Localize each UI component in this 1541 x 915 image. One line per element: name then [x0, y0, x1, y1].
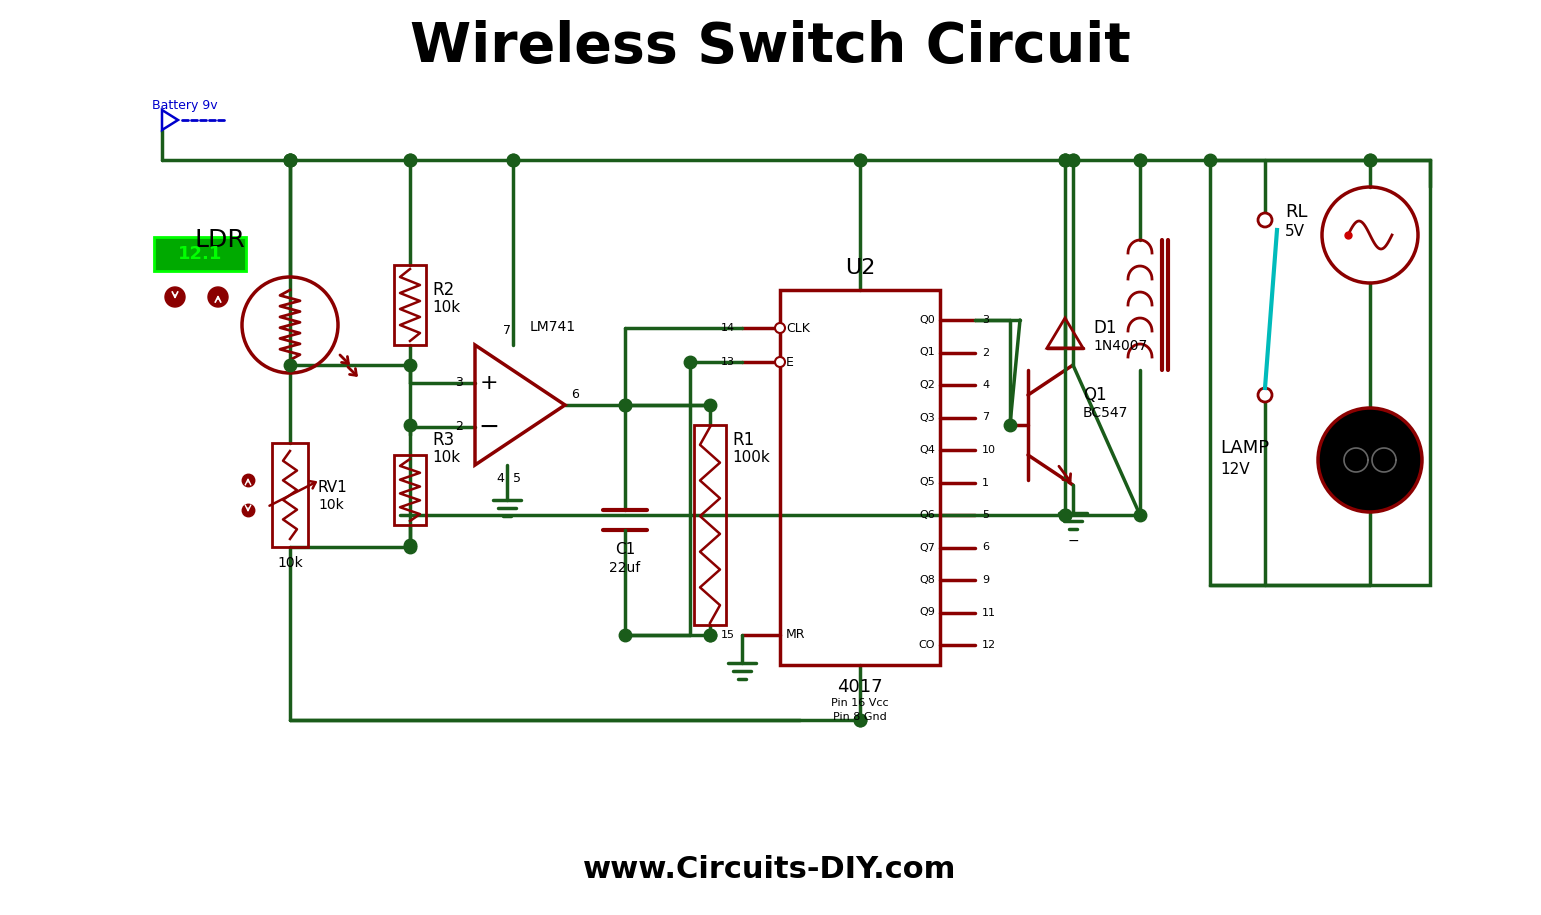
Text: −: −	[479, 415, 499, 439]
Text: D1: D1	[1093, 319, 1117, 337]
Text: 4: 4	[496, 472, 504, 486]
Bar	[780, 290, 940, 665]
Text: Q7: Q7	[918, 543, 935, 553]
Text: 10k: 10k	[317, 498, 344, 512]
Text: 7: 7	[502, 325, 512, 338]
Text: 15: 15	[721, 630, 735, 640]
Text: 100k: 100k	[732, 450, 770, 466]
Circle shape	[1257, 213, 1271, 227]
Text: LDR: LDR	[194, 228, 245, 252]
Text: CO: CO	[918, 640, 935, 650]
Text: MR: MR	[786, 629, 806, 641]
Text: C1: C1	[615, 543, 635, 557]
Text: 12.1: 12.1	[177, 245, 222, 263]
Text: 5V: 5V	[1285, 224, 1305, 240]
Text: 22uf: 22uf	[609, 561, 641, 575]
Text: U2: U2	[844, 258, 875, 278]
Text: Q1: Q1	[1083, 386, 1106, 404]
Circle shape	[1318, 408, 1422, 512]
Text: LM741: LM741	[530, 320, 576, 334]
Circle shape	[208, 287, 228, 307]
Text: 1N4007: 1N4007	[1093, 339, 1147, 353]
Text: Pin 16 Vcc: Pin 16 Vcc	[831, 698, 889, 708]
Circle shape	[165, 287, 185, 307]
Text: Q9: Q9	[918, 608, 935, 618]
Text: −: −	[1068, 534, 1079, 548]
Text: R2: R2	[431, 281, 455, 299]
Bar	[273, 443, 308, 547]
Text: 11: 11	[982, 608, 995, 618]
Text: 10k: 10k	[277, 556, 304, 570]
Text: BC547: BC547	[1083, 406, 1128, 420]
Text: Q6: Q6	[920, 510, 935, 520]
Text: Pin 8 Gnd: Pin 8 Gnd	[834, 712, 888, 722]
Text: Q0: Q0	[920, 315, 935, 325]
Text: Q2: Q2	[918, 380, 935, 390]
Text: 4: 4	[982, 380, 989, 390]
Text: 5: 5	[513, 472, 521, 486]
Text: Q4: Q4	[918, 445, 935, 455]
Text: Q3: Q3	[920, 413, 935, 423]
Text: 6: 6	[572, 389, 579, 402]
Text: 2: 2	[455, 421, 462, 434]
Text: RV1: RV1	[317, 479, 348, 494]
Text: www.Circuits-DIY.com: www.Circuits-DIY.com	[584, 856, 957, 885]
Text: LAMP: LAMP	[1220, 439, 1270, 457]
Text: 7: 7	[982, 413, 989, 423]
Text: 3: 3	[982, 315, 989, 325]
Text: R3: R3	[431, 431, 455, 449]
Bar	[394, 265, 425, 345]
Bar	[693, 425, 726, 625]
Text: Q5: Q5	[920, 478, 935, 488]
Bar	[1210, 160, 1430, 585]
FancyBboxPatch shape	[154, 237, 247, 271]
Text: Battery 9v: Battery 9v	[153, 100, 217, 113]
Text: 10k: 10k	[431, 300, 461, 316]
Text: Wireless Switch Circuit: Wireless Switch Circuit	[410, 20, 1131, 74]
Text: 12: 12	[982, 640, 995, 650]
Text: 10k: 10k	[431, 450, 461, 466]
Text: 1: 1	[982, 478, 989, 488]
Text: 13: 13	[721, 357, 735, 367]
Circle shape	[1257, 388, 1271, 402]
Text: 10: 10	[982, 445, 995, 455]
Text: E: E	[786, 356, 794, 369]
Bar	[394, 455, 425, 525]
Text: R1: R1	[732, 431, 754, 449]
Text: Q8: Q8	[918, 575, 935, 585]
Circle shape	[775, 357, 784, 367]
Text: Q1: Q1	[920, 348, 935, 358]
Text: 3: 3	[455, 376, 462, 390]
Text: 4017: 4017	[837, 678, 883, 696]
Text: 14: 14	[721, 323, 735, 333]
Circle shape	[775, 323, 784, 333]
Text: CLK: CLK	[786, 321, 811, 335]
Text: 12V: 12V	[1220, 462, 1250, 478]
Text: 6: 6	[982, 543, 989, 553]
Text: RL: RL	[1285, 203, 1307, 221]
Text: 9: 9	[982, 575, 989, 585]
Text: 5: 5	[982, 510, 989, 520]
Text: 2: 2	[982, 348, 989, 358]
Text: +: +	[479, 373, 498, 393]
